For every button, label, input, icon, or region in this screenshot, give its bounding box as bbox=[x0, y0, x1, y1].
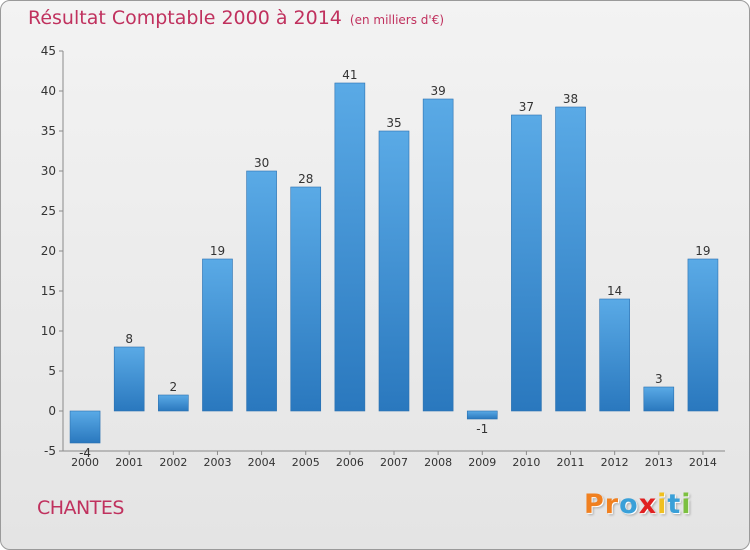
x-tick-label: 2008 bbox=[424, 456, 452, 469]
bar bbox=[687, 258, 719, 412]
logo-letter: o bbox=[619, 489, 639, 520]
chart-title: Résultat Comptable 2000 à 2014 (en millie… bbox=[28, 7, 444, 29]
city-name: CHANTES bbox=[37, 497, 124, 519]
logo-letter: i bbox=[657, 489, 668, 520]
bar bbox=[599, 298, 630, 412]
x-tick-label: 2009 bbox=[468, 456, 496, 469]
x-tick-label: 2000 bbox=[71, 456, 99, 469]
data-label: 30 bbox=[254, 156, 269, 170]
bar bbox=[202, 258, 233, 412]
y-tick-label: 0 bbox=[48, 404, 56, 418]
data-label: 37 bbox=[519, 100, 534, 114]
bar bbox=[466, 410, 498, 420]
proxiti-logo: Proxiti bbox=[584, 489, 692, 520]
data-label: 3 bbox=[655, 372, 663, 386]
data-label: 14 bbox=[607, 284, 622, 298]
y-tick-label: 45 bbox=[41, 44, 56, 58]
data-label: 19 bbox=[210, 244, 225, 258]
y-tick-label: 15 bbox=[41, 284, 56, 298]
data-label: 35 bbox=[386, 116, 401, 130]
y-tick-label: 35 bbox=[41, 124, 56, 138]
chart-subtitle: (en milliers d'€) bbox=[349, 13, 445, 27]
x-tick-label: 2012 bbox=[601, 456, 629, 469]
y-tick-label: 25 bbox=[41, 204, 56, 218]
x-tick-label: 2001 bbox=[115, 456, 143, 469]
data-label: 38 bbox=[563, 92, 578, 106]
bar bbox=[334, 82, 366, 412]
data-labels: -4 8 2 19 30 28 41 35 39 -1 37 38 14 3 19 bbox=[79, 68, 710, 460]
bar bbox=[158, 394, 189, 412]
bar bbox=[555, 106, 586, 412]
bar bbox=[643, 386, 675, 412]
x-tick-label: 2002 bbox=[159, 456, 187, 469]
data-label: 8 bbox=[125, 332, 133, 346]
y-tick-label: 20 bbox=[41, 244, 56, 258]
y-tick-label: -5 bbox=[44, 444, 56, 458]
data-label: 39 bbox=[430, 84, 445, 98]
x-tick-label: 2013 bbox=[645, 456, 673, 469]
y-tick-label: 30 bbox=[41, 164, 56, 178]
bar bbox=[378, 130, 410, 412]
x-tick-label: 2007 bbox=[380, 456, 408, 469]
data-label: -1 bbox=[476, 422, 488, 436]
logo-letter: P bbox=[584, 489, 605, 520]
data-label: 28 bbox=[298, 172, 313, 186]
bar bbox=[511, 114, 542, 412]
logo-letter: x bbox=[638, 489, 658, 520]
bar bbox=[113, 346, 145, 412]
x-tick-label: 2003 bbox=[203, 456, 231, 469]
x-tick-label: 2010 bbox=[512, 456, 540, 469]
logo-letter: t bbox=[667, 489, 682, 520]
x-tick-label: 2005 bbox=[292, 456, 320, 469]
data-label: 41 bbox=[342, 68, 357, 82]
bar bbox=[422, 98, 454, 412]
x-tick-label: 2011 bbox=[557, 456, 585, 469]
title-text: Résultat Comptable 2000 à 2014 bbox=[28, 7, 342, 29]
data-label: 2 bbox=[170, 380, 178, 394]
y-tick-label: 5 bbox=[48, 364, 56, 378]
logo-letter: i bbox=[681, 489, 692, 520]
y-tick-label: 10 bbox=[41, 324, 56, 338]
bar bbox=[290, 186, 322, 412]
data-label: 19 bbox=[695, 244, 710, 258]
bars bbox=[69, 82, 719, 444]
bar bbox=[246, 170, 277, 412]
data-label: -4 bbox=[79, 446, 91, 460]
logo-letter: r bbox=[604, 489, 620, 520]
x-tick-label: 2004 bbox=[248, 456, 276, 469]
bar bbox=[69, 410, 101, 444]
axes: -5 0 5 10 15 20 25 30 35 40 45 2000 2001 2002 2003 2004… bbox=[41, 44, 725, 469]
y-tick-label: 40 bbox=[41, 84, 56, 98]
x-tick-label: 2006 bbox=[336, 456, 364, 469]
x-tick-label: 2014 bbox=[689, 456, 717, 469]
